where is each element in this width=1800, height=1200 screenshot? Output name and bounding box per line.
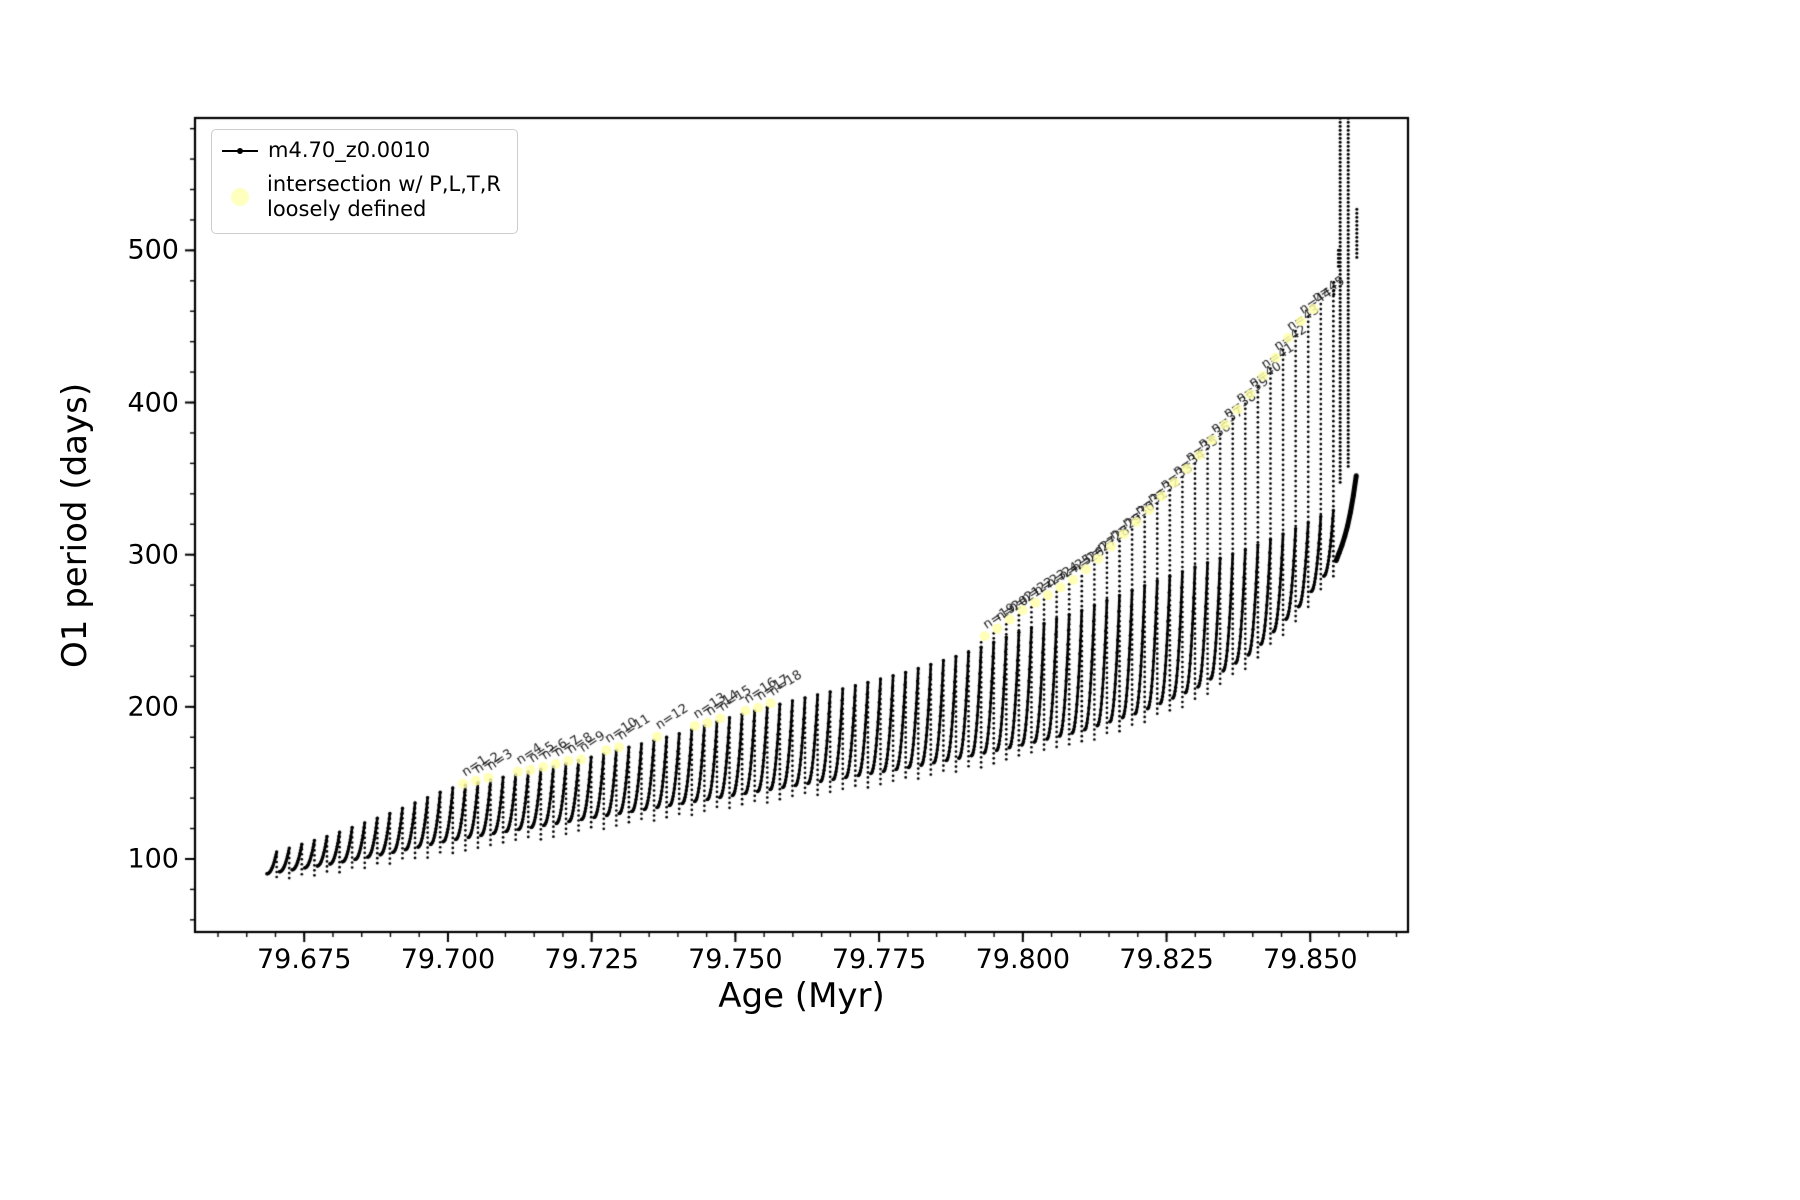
y-tick-label: 300: [127, 539, 179, 571]
y-axis-label: O1 period (days): [55, 382, 95, 668]
legend: m4.70_z0.0010 intersection w/ P,L,T,R lo…: [211, 129, 518, 234]
x-tick-label: 79.675: [256, 944, 352, 975]
legend-series-label: m4.70_z0.0010: [268, 138, 431, 162]
y-tick-label: 100: [127, 843, 179, 875]
y-tick-label: 400: [127, 387, 179, 419]
legend-entry-intersection: intersection w/ P,L,T,R loosely defined: [222, 172, 501, 223]
x-tick-label: 79.700: [400, 944, 496, 975]
x-tick-label: 79.750: [688, 944, 783, 975]
y-tick-label: 200: [127, 691, 179, 723]
x-tick-label: 79.850: [1263, 944, 1358, 975]
legend-entry-series: m4.70_z0.0010: [222, 138, 501, 164]
x-tick-label: 79.775: [831, 944, 927, 975]
y-tick-label: 500: [127, 234, 179, 266]
x-axis-label: Age (Myr): [718, 976, 885, 1016]
line-dot-marker: [222, 144, 258, 158]
x-tick-label: 79.825: [1119, 944, 1214, 975]
x-tick-label: 79.800: [975, 944, 1071, 975]
x-tick-label: 79.725: [544, 944, 639, 975]
legend-intersection-label: intersection w/ P,L,T,R loosely defined: [267, 171, 501, 222]
intersection-circle-marker: [231, 188, 249, 207]
